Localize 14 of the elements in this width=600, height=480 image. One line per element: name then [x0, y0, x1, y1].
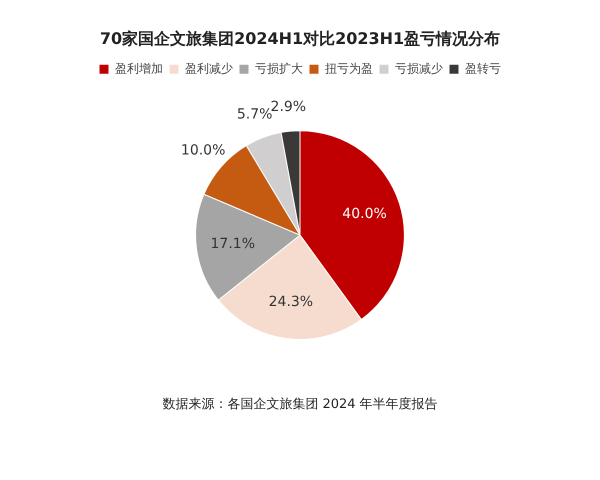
- data-label: 10.0%: [180, 142, 226, 158]
- legend-label: 亏损减少: [395, 62, 443, 76]
- legend-label: 亏损扩大: [255, 62, 303, 76]
- legend-label: 盈转亏: [465, 62, 501, 76]
- data-label: 24.3%: [268, 294, 314, 310]
- data-label: 17.1%: [210, 236, 255, 252]
- data-label: 40.0%: [342, 206, 387, 222]
- legend-label: 扭亏为盈: [325, 62, 373, 76]
- source-note: 数据来源：各国企文旅集团 2024 年半年度报告: [161, 396, 439, 413]
- data-label: 5.7%: [236, 106, 272, 123]
- legend-label: 盈利增加: [115, 62, 163, 76]
- legend-label: 盈利减少: [185, 62, 233, 76]
- chart-title: 70家国企文旅集团2024H1对比2023H1盈亏情况分布: [100, 28, 500, 48]
- data-label: 2.9%: [270, 98, 306, 115]
